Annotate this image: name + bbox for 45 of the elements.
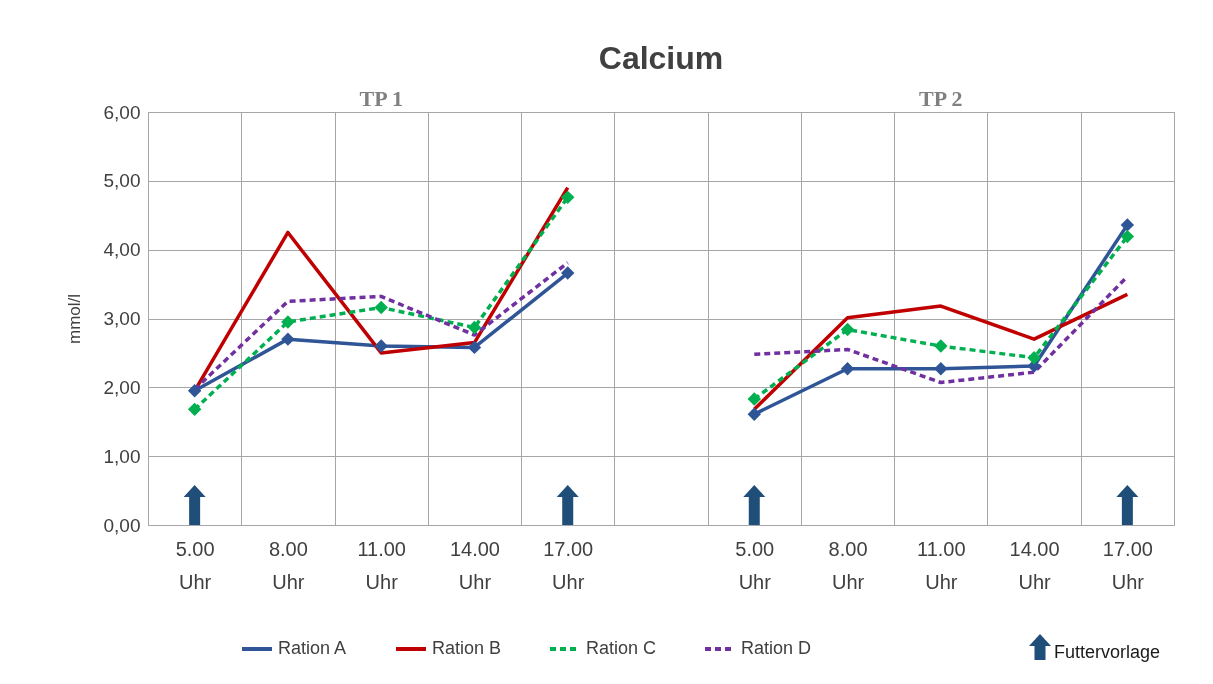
point: [281, 332, 295, 346]
point: [934, 339, 948, 353]
point: [1120, 218, 1135, 232]
x-tick-label: 14.00 Uhr: [1009, 537, 1060, 593]
legend-label: Ration B: [432, 638, 502, 658]
y-tick-label: 6,00: [103, 101, 141, 123]
y-axis-title: mmol/l: [64, 293, 84, 345]
x-tick-label: 17.00 Uhr: [543, 537, 594, 593]
x-tick-label: 14.00 Uhr: [449, 537, 500, 593]
y-tick-label: 4,00: [103, 239, 141, 261]
point: [1027, 351, 1041, 365]
y-tick-label: 3,00: [103, 308, 141, 329]
point: [187, 402, 202, 417]
point: [934, 362, 948, 376]
point: [840, 322, 855, 337]
y-tick-label: 5,00: [103, 170, 141, 192]
point: [467, 320, 482, 335]
point: [747, 392, 761, 406]
x-tick-label: 11.00 Uhr: [357, 537, 406, 593]
point: [374, 300, 388, 315]
point: [374, 339, 388, 353]
x-tick-label: 8.00 Uhr: [268, 537, 308, 593]
point: [840, 362, 855, 376]
point: [561, 266, 575, 280]
x-tick-label: 5.00 Uhr: [735, 537, 775, 593]
point: [561, 190, 575, 205]
legend-label: Ration C: [586, 638, 657, 658]
point: [467, 340, 482, 355]
text: Futtervorlage: [1054, 641, 1161, 662]
y-tick-label: 0,00: [103, 514, 141, 536]
text: TP 1: [359, 86, 403, 111]
chart-title: Calcium: [598, 40, 724, 76]
x-tick-label: 5.00 Uhr: [175, 537, 215, 593]
legend-label: Ration D: [741, 638, 812, 658]
y-tick-label: 2,00: [103, 376, 141, 398]
point: [187, 384, 202, 398]
y-tick-label: 1,00: [103, 445, 141, 467]
point: [281, 315, 295, 329]
x-tick-label: 11.00 Uhr: [917, 537, 966, 593]
point: [747, 407, 761, 421]
legend-label: Ration A: [278, 638, 347, 658]
point: [1120, 229, 1135, 244]
x-tick-label: 17.00 Uhr: [1102, 537, 1153, 593]
text: TP 2: [919, 86, 963, 111]
x-tick-label: 8.00 Uhr: [828, 537, 868, 593]
